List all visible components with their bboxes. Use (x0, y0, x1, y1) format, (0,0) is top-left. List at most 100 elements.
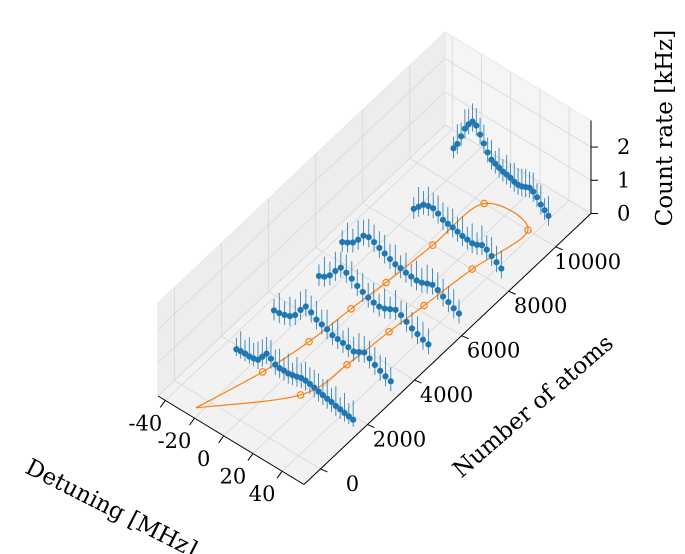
grid-z-left (157, 91, 446, 364)
data-point (332, 402, 339, 410)
x-tick-mark (218, 435, 225, 444)
data-point (464, 236, 471, 243)
fit-point (480, 199, 488, 208)
y-tick-label: 4000 (420, 383, 473, 407)
x-tick-label: 0 (197, 447, 210, 471)
fit-point (343, 360, 351, 369)
data-point (345, 413, 352, 420)
z-tick-label: 0 (617, 202, 630, 226)
y-tick-mark (508, 290, 516, 295)
data-point (454, 140, 461, 148)
data-point (366, 355, 373, 362)
grid-z-left (157, 124, 446, 397)
fit-point (420, 301, 428, 310)
data-point (533, 194, 541, 201)
data-point (343, 269, 350, 276)
data-point (458, 133, 465, 140)
grid-y-floor (174, 380, 321, 470)
data-point (306, 380, 313, 388)
grid-y-floor (268, 291, 415, 381)
data-point (473, 241, 481, 248)
x-tick-mark (159, 400, 166, 408)
data-point (414, 330, 421, 338)
y-tick-label: 10000 (554, 250, 621, 274)
data-point (341, 409, 348, 416)
data-point (408, 325, 416, 332)
data-point (270, 307, 278, 314)
data-point (488, 156, 495, 163)
z-tick-label: 2 (617, 135, 630, 159)
data-point (429, 281, 436, 288)
y-tick-label: 0 (346, 472, 359, 496)
data-point (370, 238, 378, 246)
data-point (324, 395, 331, 402)
grid-x-floor (252, 182, 541, 454)
data-point (478, 242, 485, 249)
data-point (507, 174, 514, 181)
data-point (455, 310, 463, 317)
data-point (254, 356, 262, 363)
data-point (339, 339, 347, 347)
data-point (483, 246, 490, 253)
data-point (420, 201, 427, 208)
data-point (349, 239, 356, 246)
data-point (318, 321, 325, 328)
data-point (480, 140, 487, 147)
data-point (323, 326, 331, 333)
data-point (359, 288, 366, 296)
x-axis-line (157, 395, 305, 485)
data-point (469, 118, 476, 125)
data-point (454, 228, 461, 235)
data-point (386, 255, 394, 263)
data-point (425, 341, 432, 348)
data-point (350, 416, 357, 423)
data-point (392, 261, 399, 268)
data-point (381, 250, 388, 257)
data-point (526, 184, 533, 191)
fit-curve (195, 202, 529, 409)
x-tick-mark (189, 417, 195, 426)
data-point (337, 264, 344, 271)
scan-row (450, 103, 552, 226)
x-tick-mark (276, 470, 283, 479)
data-point (492, 160, 499, 167)
data-point (424, 280, 431, 287)
data-point (350, 348, 357, 355)
x-tick-label: 40 (249, 482, 276, 506)
x-tick-mark (247, 453, 254, 461)
data-point (415, 203, 422, 210)
data-point (430, 205, 437, 212)
data-point (425, 202, 432, 210)
data-point (355, 348, 363, 356)
grid-x-floor (164, 129, 453, 401)
x-tick-label: -20 (158, 429, 192, 453)
data-point (267, 355, 275, 362)
fit-point (305, 337, 313, 346)
data-point (313, 316, 320, 323)
data-point (365, 234, 372, 241)
grid-z-back (444, 58, 592, 148)
data-point (439, 293, 447, 300)
data-point (439, 216, 447, 223)
data-point (459, 232, 466, 240)
y-tick-label: 6000 (467, 339, 520, 363)
data-point (410, 205, 417, 212)
data-point (498, 265, 505, 272)
data-point (339, 238, 346, 246)
data-point (445, 299, 452, 306)
data-point (434, 210, 442, 217)
data-point (537, 201, 544, 208)
data-point (361, 349, 368, 356)
grid-x-floor (194, 146, 482, 419)
data-point (272, 361, 279, 368)
fit-point (428, 241, 437, 250)
data-point (484, 149, 491, 156)
scan-row (410, 186, 505, 279)
data-point (292, 311, 299, 319)
y-axis-line (303, 213, 592, 485)
data-point (488, 252, 495, 260)
data-point (461, 125, 469, 132)
y-tick-mark (320, 468, 328, 473)
